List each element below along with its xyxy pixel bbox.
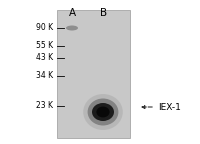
Text: 34 K: 34 K xyxy=(36,72,53,80)
Ellipse shape xyxy=(66,25,78,31)
Text: 55 K: 55 K xyxy=(36,41,53,51)
Ellipse shape xyxy=(83,94,123,130)
Text: A: A xyxy=(68,8,76,18)
Ellipse shape xyxy=(96,107,110,117)
Bar xyxy=(57,10,130,138)
Text: IEX-1: IEX-1 xyxy=(158,103,181,111)
Ellipse shape xyxy=(92,103,114,121)
Ellipse shape xyxy=(88,98,118,126)
Text: 90 K: 90 K xyxy=(36,23,53,33)
Text: 23 K: 23 K xyxy=(36,102,53,110)
Text: B: B xyxy=(100,8,108,18)
Text: 43 K: 43 K xyxy=(36,54,53,62)
